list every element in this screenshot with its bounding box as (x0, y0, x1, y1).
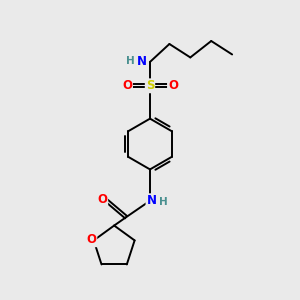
Text: H: H (159, 197, 168, 207)
Text: O: O (168, 79, 178, 92)
Text: S: S (146, 79, 154, 92)
Text: N: N (136, 55, 147, 68)
Text: O: O (122, 79, 132, 92)
Text: O: O (97, 193, 107, 206)
Text: O: O (86, 233, 96, 246)
Text: H: H (126, 56, 135, 66)
Text: N: N (146, 194, 157, 207)
